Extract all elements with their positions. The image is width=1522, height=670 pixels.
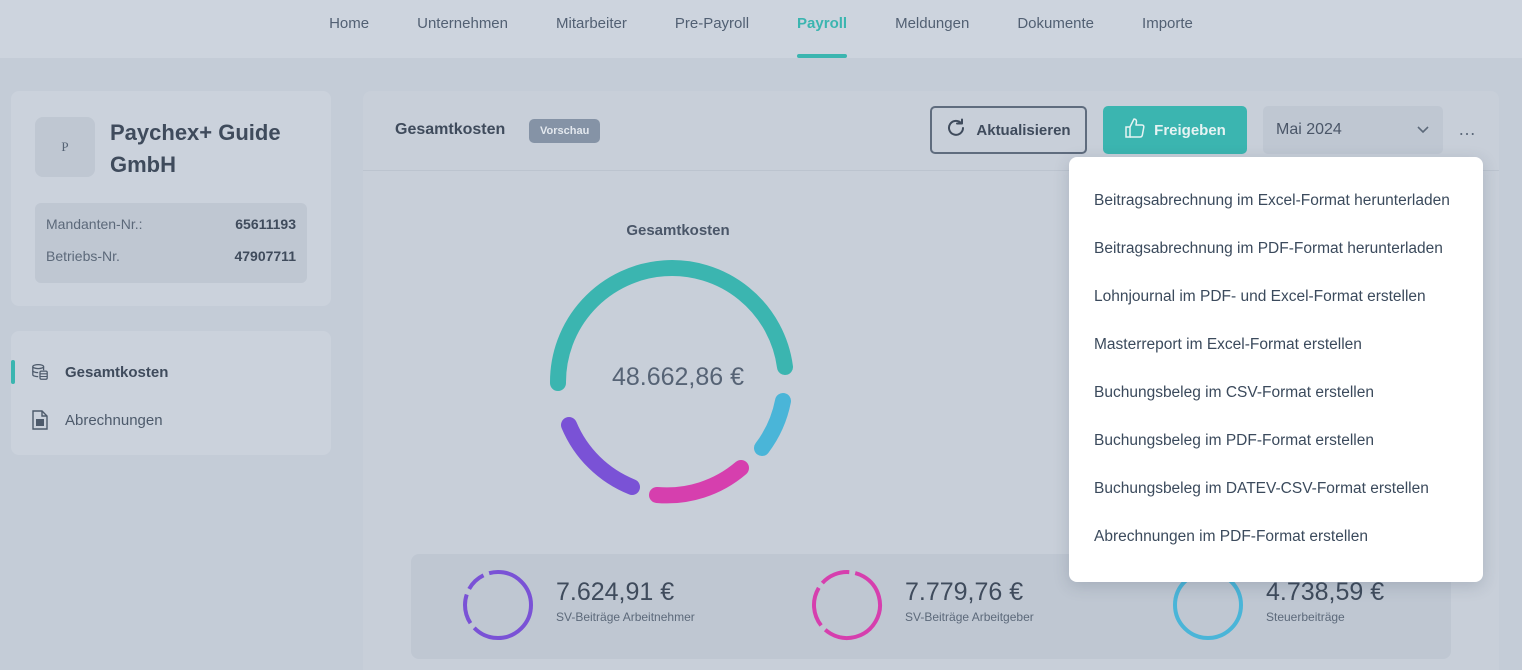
mandant-row: Mandanten-Nr.: 65611193 — [46, 216, 296, 248]
main-header: Gesamtkosten Vorschau Aktualisieren Frei… — [363, 91, 1499, 171]
status-badge: Vorschau — [529, 119, 601, 143]
nav-unternehmen[interactable]: Unternehmen — [417, 15, 508, 32]
coins-icon — [31, 362, 49, 382]
nav-payroll[interactable]: Payroll — [773, 0, 871, 58]
nav-mitarbeiter[interactable]: Mitarbeiter — [556, 15, 627, 32]
menu-item-masterreport[interactable]: Masterreport im Excel-Format erstellen — [1094, 336, 1362, 353]
sidebar-item-label: Gesamtkosten — [65, 363, 169, 381]
page-title: Gesamtkosten — [395, 121, 506, 138]
more-options-menu: Beitragsabrechnung im Excel-Format herun… — [1069, 157, 1483, 582]
top-navigation: Home Unternehmen Mitarbeiter Pre-Payroll… — [0, 0, 1522, 58]
donut-segment-employer — [649, 460, 749, 504]
month-select[interactable]: Mai 2024 — [1263, 106, 1443, 154]
company-ids: Mandanten-Nr.: 65611193 Betriebs-Nr. 479… — [35, 203, 307, 283]
more-options-button[interactable]: … — [1458, 119, 1477, 139]
document-icon — [31, 410, 49, 430]
betrieb-value: 47907711 — [234, 248, 296, 264]
mandant-label: Mandanten-Nr.: — [46, 216, 143, 232]
nav-dokumente[interactable]: Dokumente — [1017, 15, 1095, 32]
sidebar-item-label: Abrechnungen — [65, 411, 163, 429]
sidebar-item-gesamtkosten[interactable]: Gesamtkosten — [11, 352, 331, 392]
total-cost-donut-chart — [549, 260, 793, 504]
release-label: Freigeben — [1154, 121, 1226, 139]
nav-importe[interactable]: Importe — [1142, 15, 1193, 32]
company-logo: P — [35, 117, 95, 177]
menu-item-booking-datev[interactable]: Buchungsbeleg im DATEV-CSV-Format erstel… — [1094, 480, 1429, 497]
donut-title: Gesamtkosten — [626, 222, 730, 239]
summary-amount: 4.738,59 € — [1266, 578, 1385, 606]
summary-amount: 7.779,76 € — [905, 578, 1024, 606]
summary-label: SV-Beiträge Arbeitnehmer — [556, 610, 695, 624]
menu-item-payroll-journal[interactable]: Lohnjournal im PDF- und Excel-Format ers… — [1094, 288, 1426, 305]
donut-total-value: 48.662,86 € — [611, 363, 745, 391]
month-value: Mai 2024 — [1276, 121, 1342, 138]
sidebar-item-abrechnungen[interactable]: Abrechnungen — [11, 400, 331, 440]
nav-meldungen[interactable]: Meldungen — [895, 15, 970, 32]
release-button[interactable]: Freigeben — [1103, 106, 1247, 154]
menu-item-booking-pdf[interactable]: Buchungsbeleg im PDF-Format erstellen — [1094, 432, 1374, 449]
summary-label: SV-Beiträge Arbeitgeber — [905, 610, 1034, 624]
refresh-label: Aktualisieren — [976, 121, 1071, 139]
donut-segment-tax — [754, 393, 791, 456]
betrieb-label: Betriebs-Nr. — [46, 248, 120, 264]
menu-item-contribution-pdf[interactable]: Beitragsabrechnung im PDF-Format herunte… — [1094, 240, 1443, 257]
summary-amount: 7.624,91 € — [556, 578, 675, 606]
company-card: P Paychex+ Guide GmbH Mandanten-Nr.: 656… — [11, 91, 331, 306]
chevron-down-icon — [1417, 121, 1429, 139]
nav-home[interactable]: Home — [329, 15, 370, 32]
refresh-button[interactable]: Aktualisieren — [930, 106, 1087, 154]
side-menu: Gesamtkosten Abrechnungen — [11, 331, 331, 455]
donut-segment-employee — [561, 417, 640, 495]
menu-item-booking-csv[interactable]: Buchungsbeleg im CSV-Format erstellen — [1094, 384, 1374, 401]
employee-ring-icon — [463, 570, 533, 640]
thumbs-up-icon — [1124, 117, 1146, 143]
refresh-icon — [946, 118, 966, 142]
betrieb-row: Betriebs-Nr. 47907711 — [46, 248, 296, 280]
company-name: Paychex+ Guide GmbH — [110, 120, 281, 177]
menu-item-statements-pdf[interactable]: Abrechnungen im PDF-Format erstellen — [1094, 528, 1368, 545]
mandant-value: 65611193 — [235, 216, 296, 232]
menu-item-contribution-excel[interactable]: Beitragsabrechnung im Excel-Format herun… — [1094, 192, 1450, 209]
employer-ring-icon — [812, 570, 882, 640]
donut-segment-total — [549, 260, 793, 391]
summary-label: Steuerbeiträge — [1266, 610, 1345, 624]
nav-pre-payroll[interactable]: Pre-Payroll — [674, 15, 750, 32]
